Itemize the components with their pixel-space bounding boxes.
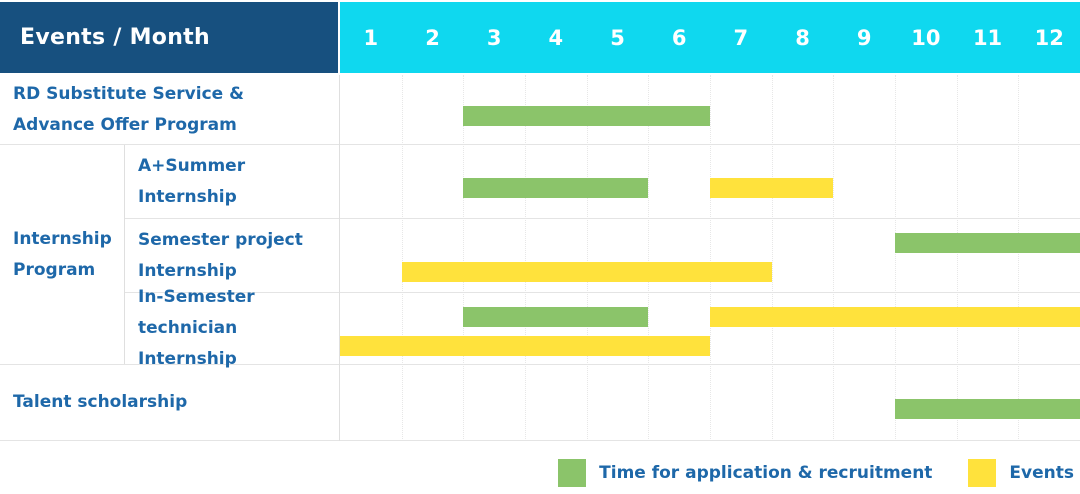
month-header-cell: 10 [911, 25, 941, 50]
gantt-bar-event [340, 336, 710, 356]
month-header-cell: 8 [795, 25, 810, 50]
gantt-bar-application [463, 307, 649, 327]
month-header-cell: 5 [610, 25, 625, 50]
gantt-bar-application [463, 106, 710, 126]
month-header-cell: 3 [486, 25, 502, 50]
month-header-cell: 7 [733, 25, 749, 50]
gantt-bar-event [710, 307, 1080, 327]
month-header-cell: 1 [363, 25, 379, 50]
chart-row-in-semester-technician-internship [340, 293, 1080, 365]
month-header-cell: 11 [972, 25, 1003, 50]
gantt-bar-event [401, 262, 772, 282]
month-header-cell: 12 [1034, 25, 1064, 50]
month-header-cell: 2 [425, 25, 440, 50]
row-labels-column: RD Substitute Service & Advance Offer Pr… [0, 75, 340, 441]
legend-item-events: Events [968, 459, 1074, 487]
row-label-a-plus-summer-internship: A+Summer Internship [125, 145, 339, 219]
month-header-cell: 6 [671, 25, 687, 50]
internship-sub-labels: A+Summer Internship Semester project Int… [125, 145, 339, 369]
chart-body: RD Substitute Service & Advance Offer Pr… [0, 75, 1080, 441]
internship-program-group: Internship Program A+Summer Internship S… [0, 145, 339, 369]
legend-label-application: Time for application & recruitment [599, 463, 933, 483]
chart-row-talent-scholarship [340, 365, 1080, 441]
chart-row-semester-project-internship [340, 219, 1080, 293]
header-title: Events / Month [0, 2, 338, 73]
gantt-bar-application [895, 233, 1080, 253]
legend: Time for application & recruitment Event… [558, 459, 1074, 487]
chart-row-a-plus-summer-internship [340, 145, 1080, 219]
gantt-bar-application [895, 399, 1080, 419]
legend-label-events: Events [1009, 463, 1074, 483]
row-label-rd-substitute-service: RD Substitute Service & Advance Offer Pr… [0, 75, 339, 145]
legend-swatch-application-icon [558, 459, 587, 487]
gantt-bar-application [463, 178, 649, 198]
row-label-in-semester-technician-internship: In-Semester technician Internship [138, 287, 255, 369]
chart-area [340, 75, 1080, 441]
header-row: Events / Month 1 2 3 4 5 6 7 8 9 10 11 12 [0, 2, 1080, 73]
row-label-talent-scholarship: Talent scholarship [0, 365, 339, 441]
row-label-semester-project-internship: Semester project Internship [125, 219, 339, 293]
month-header-cell: 9 [856, 25, 872, 50]
month-header: 1 2 3 4 5 6 7 8 9 10 11 12 [340, 2, 1080, 73]
gantt-bar-event [710, 178, 834, 198]
legend-swatch-events-icon [968, 459, 997, 487]
legend-item-application: Time for application & recruitment [558, 459, 932, 487]
row-label-internship-program: Internship Program [0, 145, 125, 364]
header-title-label: Events / Month [20, 25, 210, 50]
chart-row-rd-substitute-service [340, 75, 1080, 145]
month-header-cell: 4 [548, 25, 564, 50]
